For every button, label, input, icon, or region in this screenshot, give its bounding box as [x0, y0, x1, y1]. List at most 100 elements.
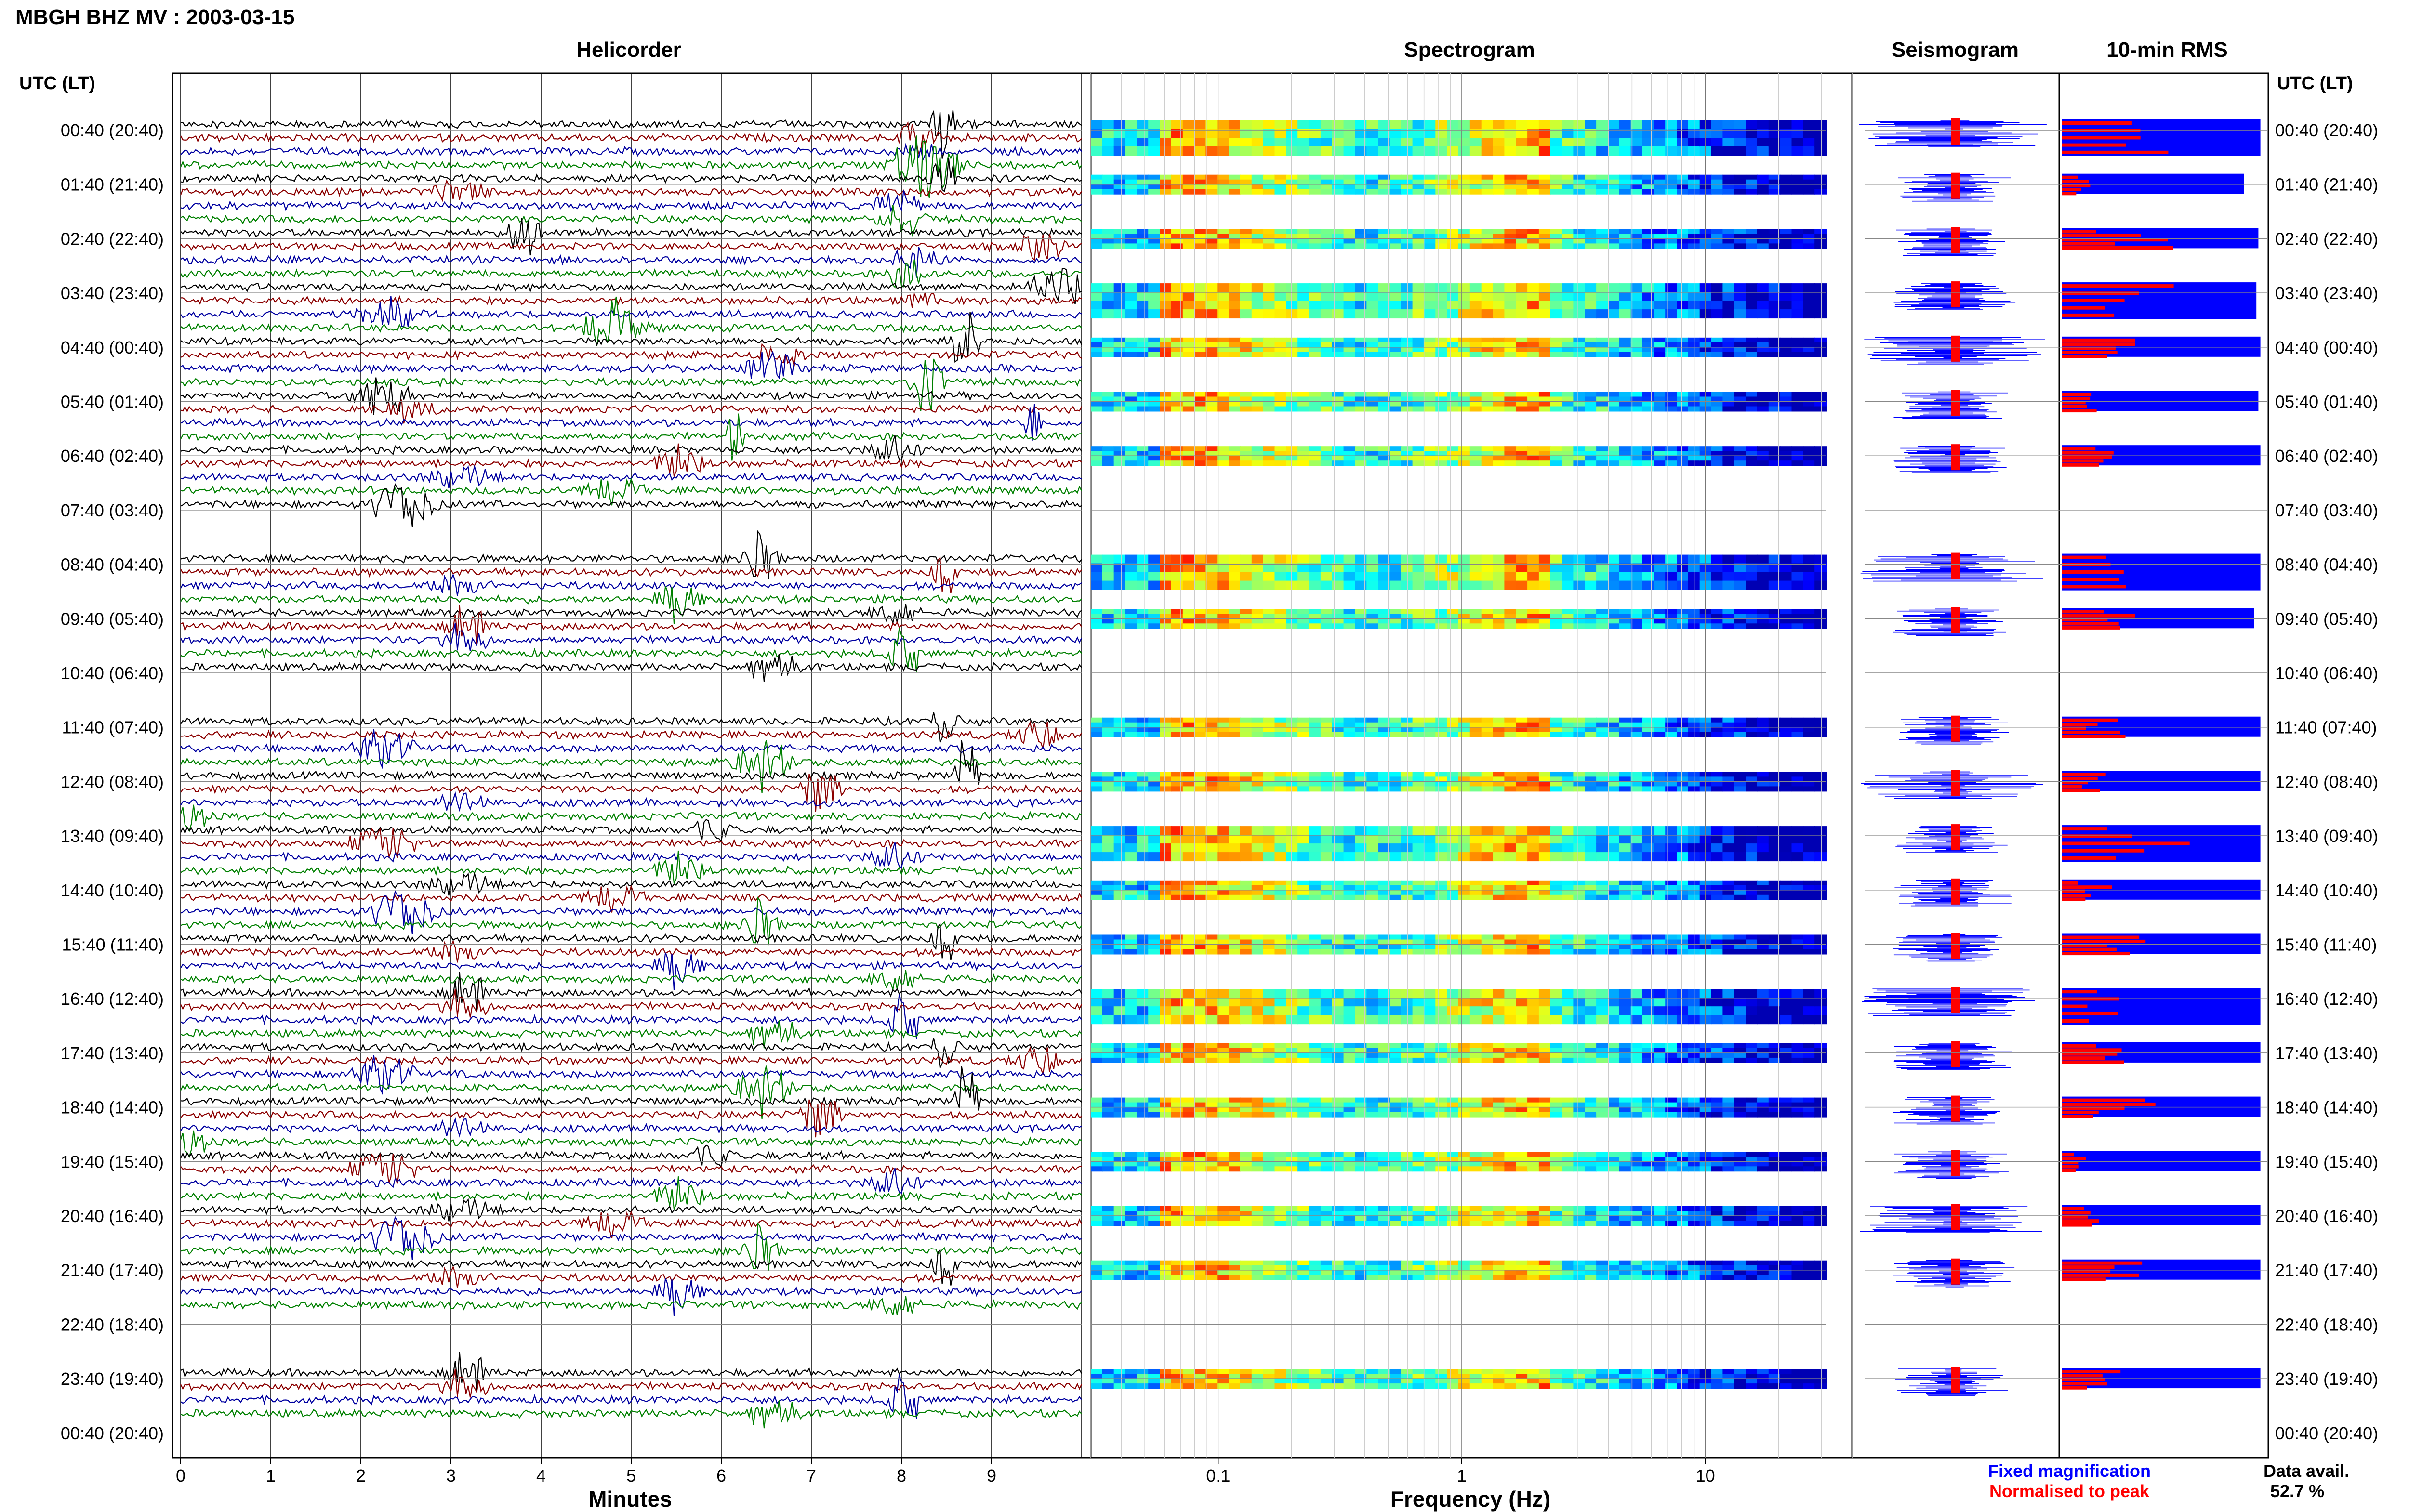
spectrogram-cell — [1217, 451, 1230, 457]
spectrogram-cell — [1125, 456, 1138, 461]
spectrogram-cell — [1125, 342, 1138, 348]
spectrogram-cell — [1469, 406, 1482, 412]
spectrogram-cell — [1780, 618, 1792, 624]
spectrogram-cell — [1516, 843, 1528, 853]
spectrogram-cell — [1504, 174, 1517, 180]
spectrogram-cell — [1102, 120, 1114, 130]
spectrogram-cell — [1424, 732, 1436, 737]
spectrogram-cell — [1757, 843, 1769, 853]
spectrogram-cell — [1757, 283, 1769, 293]
spectrogram-cell — [1814, 1102, 1827, 1108]
spectrogram-cell — [1757, 732, 1769, 737]
spectrogram-cell — [1435, 843, 1448, 853]
spectrogram-cell — [1757, 727, 1769, 733]
spectrogram-cell — [1102, 337, 1114, 343]
spectrogram-cell — [1389, 1015, 1402, 1025]
spectrogram-cell — [1286, 184, 1298, 190]
spectrogram-cell — [1251, 717, 1264, 723]
spectrogram-cell — [1229, 120, 1241, 130]
spectrogram-cell — [1424, 1006, 1436, 1016]
spectrogram-cell — [1229, 451, 1241, 457]
spectrogram-cell — [1654, 283, 1666, 293]
spectrogram-cell — [1596, 283, 1608, 293]
spectrogram-cell — [1343, 396, 1356, 402]
spectrogram-cell — [1240, 1048, 1252, 1053]
spectrogram-cell — [1469, 138, 1482, 147]
spectrogram-cell — [1263, 843, 1275, 853]
spectrogram-cell — [1447, 781, 1459, 787]
spectrogram-cell — [1711, 283, 1723, 293]
spectrogram-cell — [1401, 1043, 1413, 1049]
spectrogram-cell — [1458, 1161, 1470, 1167]
spectrogram-cell — [1240, 949, 1252, 955]
spectrogram-cell — [1297, 243, 1310, 249]
spectrogram-cell — [1608, 460, 1620, 466]
spectrogram-cell — [1412, 342, 1425, 348]
spectrogram-cell — [1286, 460, 1298, 466]
spectrogram-cell — [1137, 456, 1149, 461]
spectrogram-cell — [1366, 786, 1379, 792]
spectrogram-cell — [1677, 835, 1689, 844]
spectrogram-cell — [1435, 1112, 1448, 1118]
spectrogram-cell — [1596, 623, 1608, 629]
spectrogram-cell — [1722, 1166, 1735, 1172]
spectrogram-cell — [1630, 934, 1643, 940]
spectrogram-cell — [1297, 1097, 1310, 1103]
spectrogram-cell — [1458, 238, 1470, 244]
spectrogram-cell — [1814, 406, 1827, 412]
spectrogram-cell — [1757, 1211, 1769, 1216]
spectrogram-cell — [1469, 835, 1482, 844]
spectrogram-cell — [1516, 776, 1528, 782]
spectrogram-cell — [1504, 342, 1517, 348]
spectrogram-cell — [1137, 406, 1149, 412]
spectrogram-cell — [1458, 1112, 1470, 1118]
spectrogram-cell — [1125, 1102, 1138, 1108]
spectrogram-cell — [1332, 243, 1344, 249]
spectrogram-cell — [1665, 781, 1677, 787]
spectrogram-cell — [1527, 120, 1539, 130]
spectrogram-cell — [1229, 786, 1241, 792]
spectrogram-cell — [1504, 614, 1517, 619]
spectrogram-cell — [1102, 852, 1114, 862]
helicorder-trace — [180, 720, 1082, 749]
spectrogram-cell — [1746, 989, 1758, 999]
spectrogram-cell — [1642, 243, 1655, 249]
spectrogram-cell — [1320, 852, 1333, 862]
spectrogram-cell — [1160, 189, 1172, 195]
spectrogram-cell — [1309, 456, 1321, 461]
spectrogram-cell — [1355, 609, 1367, 615]
spectrogram-cell — [1378, 880, 1390, 886]
spectrogram-cell — [1447, 998, 1459, 1007]
spectrogram-cell — [1102, 138, 1114, 147]
spectrogram-cell — [1596, 772, 1608, 777]
spectrogram-cell — [1389, 944, 1402, 950]
spectrogram-cell — [1424, 772, 1436, 777]
spectrogram-cell — [1573, 401, 1586, 407]
spectrogram-cell — [1757, 623, 1769, 629]
spectrogram-cell — [1366, 243, 1379, 249]
spectrogram-cell — [1596, 1206, 1608, 1211]
spectrogram-cell — [1137, 614, 1149, 619]
spectrogram-cell — [1332, 776, 1344, 782]
spectrogram-cell — [1274, 618, 1287, 624]
spectrogram-cell — [1378, 1216, 1390, 1221]
spectrogram-cell — [1527, 392, 1539, 397]
spectrogram-cell — [1493, 949, 1505, 955]
spectrogram-cell — [1113, 949, 1126, 955]
spectrogram-cell — [1550, 732, 1562, 737]
spectrogram-cell — [1125, 189, 1138, 195]
spectrogram-cell — [1217, 129, 1230, 138]
spectrogram-cell — [1619, 880, 1631, 886]
spectrogram-cell — [1538, 934, 1551, 940]
spectrogram-cell — [1665, 179, 1677, 185]
spectrogram-cell — [1229, 406, 1241, 412]
spectrogram-cell — [1412, 1048, 1425, 1053]
spectrogram-cell — [1734, 1112, 1747, 1118]
spectrogram-cell — [1746, 580, 1758, 590]
spectrogram-cell — [1481, 456, 1494, 461]
spectrogram-cell — [1734, 301, 1747, 310]
spectrogram-cell — [1711, 580, 1723, 590]
spectrogram-cell — [1091, 456, 1103, 461]
spectrogram-cell — [1137, 732, 1149, 737]
spectrogram-cell — [1734, 347, 1747, 353]
